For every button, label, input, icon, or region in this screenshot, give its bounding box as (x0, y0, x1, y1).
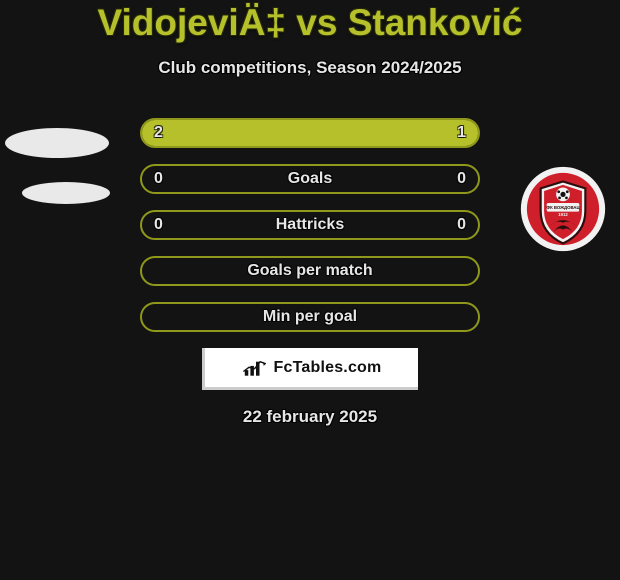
stat-row: 2Matches1 (140, 118, 480, 148)
badge-club-year: 1912 (558, 212, 568, 217)
bar-chart-icon (242, 357, 270, 379)
stat-row: Min per goal (140, 302, 480, 332)
date-text: 22 february 2025 (0, 407, 620, 427)
stat-value-left: 2 (142, 124, 175, 142)
stat-row: 0Goals0 (140, 164, 480, 194)
stat-bar-left (142, 120, 364, 146)
club-badge-icon: ФК ВОЖДОВАЦ 1912 (520, 166, 606, 252)
stat-label: Goals per match (142, 262, 478, 280)
comparison-card: VidojeviÄ‡ vs Stanković Club competition… (0, 0, 620, 580)
stat-value-left: 0 (142, 216, 175, 234)
brand-watermark: FcTables.com (202, 348, 418, 390)
brand-label: FcTables.com (274, 359, 382, 377)
stat-value-right: 0 (445, 216, 478, 234)
player-right-art: ФК ВОЖДОВАЦ 1912 (498, 110, 620, 270)
avatar-placeholder-icon (5, 128, 109, 158)
stat-label: Min per goal (142, 308, 478, 326)
stat-value-left: 0 (142, 170, 175, 188)
badge-club-name: ФК ВОЖДОВАЦ (546, 205, 580, 210)
stat-label: Goals (142, 170, 478, 188)
club-placeholder-icon (22, 182, 110, 204)
stat-value-right: 0 (445, 170, 478, 188)
page-subtitle: Club competitions, Season 2024/2025 (0, 58, 620, 78)
stat-row: 0Hattricks0 (140, 210, 480, 240)
player-left-art (0, 110, 122, 270)
stat-label: Hattricks (142, 216, 478, 234)
stat-value-right: 1 (445, 124, 478, 142)
stat-row: Goals per match (140, 256, 480, 286)
page-title: VidojeviÄ‡ vs Stanković (0, 2, 620, 44)
